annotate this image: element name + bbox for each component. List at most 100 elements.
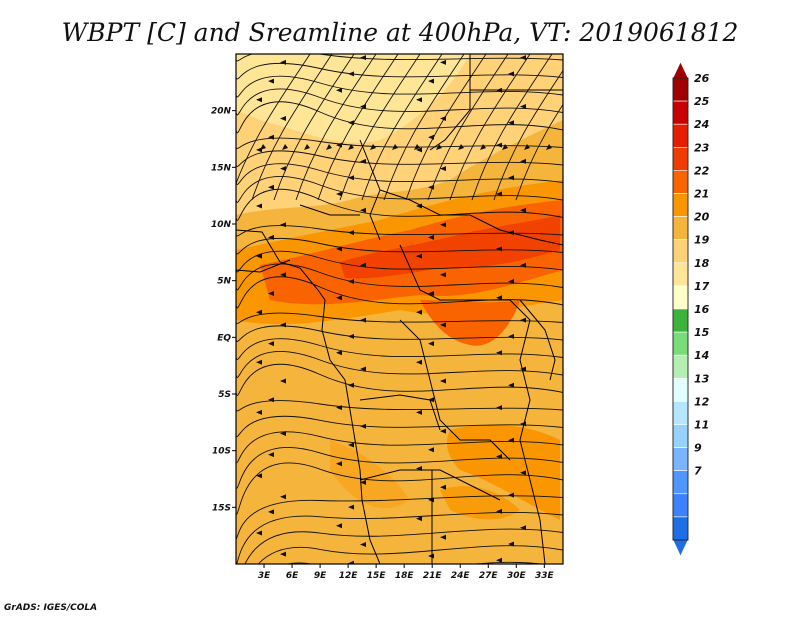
lon-tick-label: 27E [479,571,499,581]
streamline-arrow [440,272,446,278]
streamline-arrow [260,144,266,150]
streamline-arrow [416,97,422,103]
wbpt-shading [236,54,563,564]
colorbar-label: 26 [694,72,710,85]
streamline [236,447,563,489]
colorbar-swatch [672,216,689,241]
streamline-arrow [336,350,342,356]
colorbar-bottom-arrow [672,539,689,557]
streamline-arrow [348,230,354,236]
streamline [236,54,563,62]
streamline-arrow [496,246,502,252]
colorbar-label: 17 [694,280,710,293]
streamline-arrow [428,341,434,347]
streamline [471,54,553,201]
streamline-arrow [520,262,526,268]
lat-tick-label: EQ [217,333,231,343]
streamline-arrow [256,409,262,415]
lat-tick-label: 5S [218,390,231,400]
streamline-arrow [280,551,286,557]
streamline-arrow [508,120,514,126]
colorbar-swatch [672,100,689,125]
colorbar-frame [672,77,689,541]
lon-tick-label: 30E [507,571,527,581]
streamline-arrow [256,147,262,153]
streamline-arrow [508,333,514,339]
streamline [339,54,421,201]
streamline [236,325,563,342]
streamline-arrow [520,366,526,372]
streamline-arrow [508,382,514,388]
streamline [317,54,399,201]
streamline [236,431,563,463]
colorbar-swatch [672,285,689,310]
chart-title: WBPT [C] and Sreamline at 400hPa, VT: 20… [61,18,739,47]
streamline-arrow [268,78,274,84]
streamline-arrow [282,144,288,150]
colorbar-label: 18 [694,257,710,270]
lon-tick-label: 18E [395,571,415,581]
streamline [286,561,545,564]
streamline-arrow [370,144,376,150]
streamline-arrow [508,175,514,181]
colorbar-swatch [672,354,689,379]
streamline [236,88,563,116]
streamline-arrow [428,78,434,84]
streamline-arrow [440,322,446,328]
streamline-arrow [520,158,526,164]
streamline-arrow [416,572,422,577]
streamline-arrow [360,479,366,485]
streamline-arrow [336,246,342,252]
colorbar-label: 16 [694,303,710,316]
streamline-arrow [360,317,366,323]
colorbar-label: 19 [694,234,710,247]
streamline [236,150,563,167]
streamline-arrow [440,428,446,434]
streamline-arrow [360,366,366,372]
streamline [236,163,563,185]
streamline-arrow [360,158,366,164]
streamline-arrow [256,253,262,259]
colorbar-swatch [672,239,689,264]
colorbar-label: 13 [694,372,710,385]
streamline [236,250,563,273]
colorbar-swatch [672,424,689,448]
lat-tick-label: 20N [211,107,232,117]
streamline-arrow [520,525,526,531]
colorbar-swatch [672,516,689,541]
lon-tick-label: 3E [258,571,271,581]
streamline-arrow [256,530,262,536]
latitude-axis: 20N 15N 10N 5N EQ 5S 10S 15S [211,107,236,513]
streamline [361,54,443,201]
streamline [236,312,563,324]
lat-tick-label: 5N [217,277,231,287]
lon-tick-label: 15E [367,571,387,581]
colorbar-swatch [672,377,689,402]
lon-tick-label: 6E [286,571,299,581]
streamline-arrow [304,144,310,150]
streamline-arrow [520,470,526,476]
lat-tick-label: 10S [212,447,231,457]
streamline-arrow [502,144,508,150]
colorbar-swatch [672,470,689,495]
streamline-arrow [428,447,434,453]
streamline-arrow [508,279,514,284]
colorbar-label: 12 [694,395,710,408]
streamline-arrow [496,557,502,563]
streamline-arrow [280,272,286,278]
colorbar: 26 25 24 23 22 21 20 19 18 17 16 15 14 13 12 11 9 7 [672,61,710,557]
streamline-arrow [440,484,446,490]
streamline-arrow [256,309,262,315]
colorbar-label: 15 [694,326,710,339]
streamline [244,528,563,564]
streamline [257,545,563,564]
streamline-arrow [436,144,442,150]
colorbar-swatch [672,447,689,472]
streamline-arrow [268,509,274,515]
streamline-arrow [360,207,366,213]
streamline-arrow [336,461,342,467]
streamline-arrow [336,405,342,411]
streamline-arrow [416,309,422,315]
streamline-arrow [520,317,526,323]
